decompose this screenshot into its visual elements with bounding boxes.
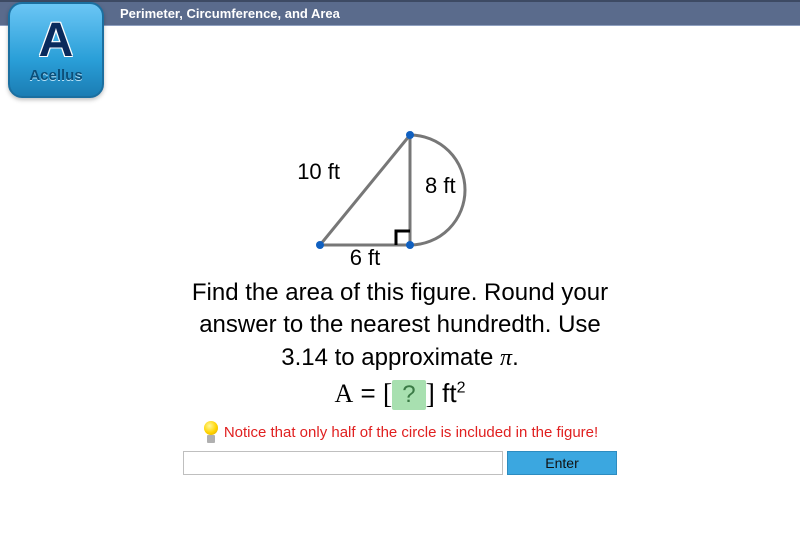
content-area: 10 ft 8 ft 6 ft Find the area of this fi… [0,50,800,475]
lesson-title: Perimeter, Circumference, and Area [120,6,340,21]
formula-exponent: 2 [457,380,466,397]
answer-input[interactable] [183,451,503,475]
vertex-dot [406,241,414,249]
hint: Notice that only half of the circle is i… [0,421,800,443]
formula-unit: ft [442,378,456,408]
formula-lhs: A [334,379,353,408]
answer-row: Enter [0,451,800,475]
figure-svg: 10 ft 8 ft 6 ft [270,105,530,265]
label-hypotenuse: 10 ft [297,159,340,184]
label-base: 6 ft [350,245,381,265]
formula: A = [ ? ] ft2 [0,378,800,411]
lightbulb-icon [202,421,220,443]
vertex-dot [406,131,414,139]
vertex-dot [316,241,324,249]
question-text: Find the area of this figure. Round your… [0,277,800,374]
label-height: 8 ft [425,173,456,198]
question-line-1: Find the area of this figure. Round your [0,277,800,309]
topbar: Perimeter, Circumference, and Area [0,0,800,26]
geometry-figure: 10 ft 8 ft 6 ft [0,105,800,265]
answer-blank[interactable]: ? [392,380,425,410]
question-line-3: 3.14 to approximate π. [0,342,800,374]
triangle [320,135,410,245]
hint-text: Notice that only half of the circle is i… [224,424,598,441]
question-line-2: answer to the nearest hundredth. Use [0,309,800,341]
enter-button[interactable]: Enter [507,451,617,475]
